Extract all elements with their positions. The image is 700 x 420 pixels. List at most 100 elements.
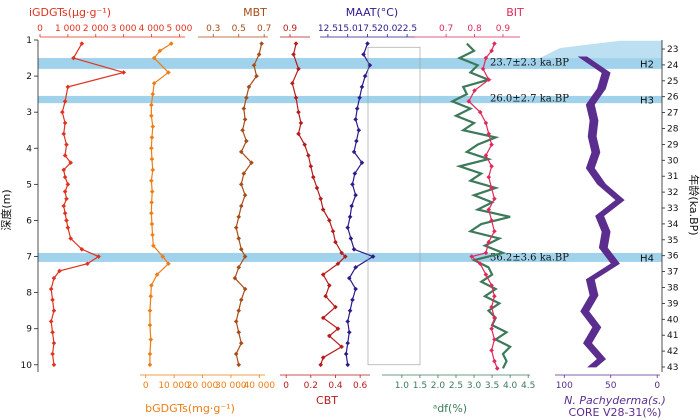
maat-point bbox=[367, 62, 373, 68]
bgdgt-point bbox=[149, 113, 154, 119]
igdgt-point bbox=[62, 99, 68, 104]
igdgt-point bbox=[50, 297, 55, 303]
age-tick-label: 36 bbox=[667, 252, 679, 262]
bit-point bbox=[489, 142, 494, 147]
age-tick-label: 28 bbox=[667, 125, 679, 135]
cbt-point bbox=[291, 52, 296, 57]
mbt-point bbox=[236, 236, 242, 241]
bgdgt-point bbox=[147, 308, 153, 313]
bgdgt-point bbox=[148, 293, 154, 299]
maat-point bbox=[370, 254, 376, 259]
heinrich-bands: H2 H3 H4 23.7±2.3 ka.BP 26.0±2.7 ka.BP 36.2±3… bbox=[38, 40, 662, 264]
bgdgt-point bbox=[150, 124, 156, 129]
mbt-point bbox=[233, 225, 239, 230]
bgdgt-point bbox=[149, 283, 154, 288]
cbt-point bbox=[327, 218, 332, 223]
df-tick-label: 3.5 bbox=[485, 381, 499, 391]
igdgt-point bbox=[48, 286, 54, 292]
bit-point bbox=[483, 55, 489, 61]
age-tick-label: 31 bbox=[667, 172, 678, 182]
df-tick-label: 1.0 bbox=[395, 381, 410, 391]
bgdgt-point bbox=[151, 55, 157, 61]
bit-point bbox=[489, 185, 494, 191]
bit-point bbox=[494, 366, 500, 371]
maat-point bbox=[362, 73, 368, 79]
bit-point bbox=[489, 164, 494, 169]
mbt-point bbox=[238, 297, 244, 303]
mbt-point bbox=[233, 351, 239, 357]
depth-tick-label: 1 bbox=[26, 36, 32, 46]
igdgt-tick-label: 5 000 bbox=[167, 24, 193, 34]
igdgt-tick-label: 2 000 bbox=[83, 24, 109, 34]
depth-tick-label: 9 bbox=[26, 325, 32, 335]
bgdgt-point bbox=[149, 156, 155, 162]
bit-point bbox=[480, 66, 486, 72]
depth-tick-label: 6 bbox=[26, 216, 32, 226]
maat-axis-title: MAAT(°C) bbox=[346, 6, 398, 19]
cbt-point bbox=[327, 283, 332, 288]
mbt-point bbox=[244, 138, 249, 144]
age-tick-label: 40 bbox=[667, 315, 679, 325]
mbt-axis-title: MBT bbox=[243, 6, 267, 19]
df-tick-label: 2.0 bbox=[431, 381, 446, 391]
maat-point bbox=[350, 297, 355, 303]
mbt-point bbox=[232, 275, 238, 281]
bgdgt-point bbox=[150, 232, 155, 238]
bit-point bbox=[492, 228, 497, 234]
bit-tick-label: 0.8 bbox=[467, 24, 482, 34]
depth-tick-label: 3 bbox=[26, 108, 32, 118]
age-tick-label: 30 bbox=[667, 156, 679, 166]
bgdgt-point bbox=[149, 221, 155, 227]
igdgt-point bbox=[61, 203, 67, 209]
npach-band bbox=[577, 56, 625, 368]
mbt-point bbox=[238, 247, 244, 252]
maat-point bbox=[359, 160, 365, 165]
igdgt-point bbox=[51, 308, 57, 313]
mbt-point bbox=[242, 117, 248, 122]
bit-point bbox=[486, 207, 492, 212]
maat-point bbox=[347, 308, 353, 313]
maat-point bbox=[345, 225, 351, 230]
igdgt-point bbox=[48, 319, 54, 324]
npach-axis-sublabel: CORE V28-31(%) bbox=[569, 406, 662, 419]
cbt-point bbox=[323, 293, 328, 299]
cbt-point bbox=[320, 272, 326, 277]
cbt-tick-label: 0.9 bbox=[283, 24, 298, 34]
npach-tick-label: 0 bbox=[654, 381, 660, 391]
maat-point bbox=[352, 171, 358, 176]
bit-point bbox=[492, 337, 497, 342]
cbt-point bbox=[320, 315, 326, 321]
maat-tick-label: 22.5 bbox=[397, 24, 417, 34]
depth-tick-label: 4 bbox=[26, 144, 32, 154]
igdgt-point bbox=[62, 210, 68, 216]
igdgt-point bbox=[51, 275, 57, 281]
igdgt-tick-label: 1 000 bbox=[55, 24, 81, 34]
maat-point bbox=[359, 84, 365, 90]
bit-point bbox=[469, 254, 474, 259]
age-tick-label: 26 bbox=[667, 93, 679, 103]
bgdgt-tick-label: 10 000 bbox=[158, 381, 190, 391]
bit-point bbox=[492, 358, 497, 364]
bit-point bbox=[477, 109, 483, 115]
bit-point bbox=[466, 99, 472, 104]
band-h2 bbox=[38, 58, 662, 69]
maat-tick-label: 20.0 bbox=[377, 24, 397, 34]
mbt-point bbox=[241, 106, 247, 111]
band-label-h3: H3 bbox=[640, 96, 654, 107]
igdgt-tick-label: 0 bbox=[37, 24, 43, 34]
cbt-point bbox=[302, 142, 307, 147]
maat-point bbox=[357, 95, 362, 101]
bit-point bbox=[489, 283, 494, 288]
mbt-point bbox=[242, 286, 248, 292]
cbt-point bbox=[308, 164, 314, 169]
bgdgt-point bbox=[151, 243, 156, 248]
bgdgt-point bbox=[150, 91, 156, 97]
igdgt-point bbox=[79, 247, 85, 252]
age-tick-label: 25 bbox=[667, 77, 678, 87]
bgdgt-point bbox=[149, 178, 154, 184]
maat-point bbox=[346, 275, 352, 281]
band-label-h2: H2 bbox=[640, 59, 654, 70]
cbt-point bbox=[318, 362, 323, 368]
cbt-axis-title: CBT bbox=[316, 394, 338, 407]
